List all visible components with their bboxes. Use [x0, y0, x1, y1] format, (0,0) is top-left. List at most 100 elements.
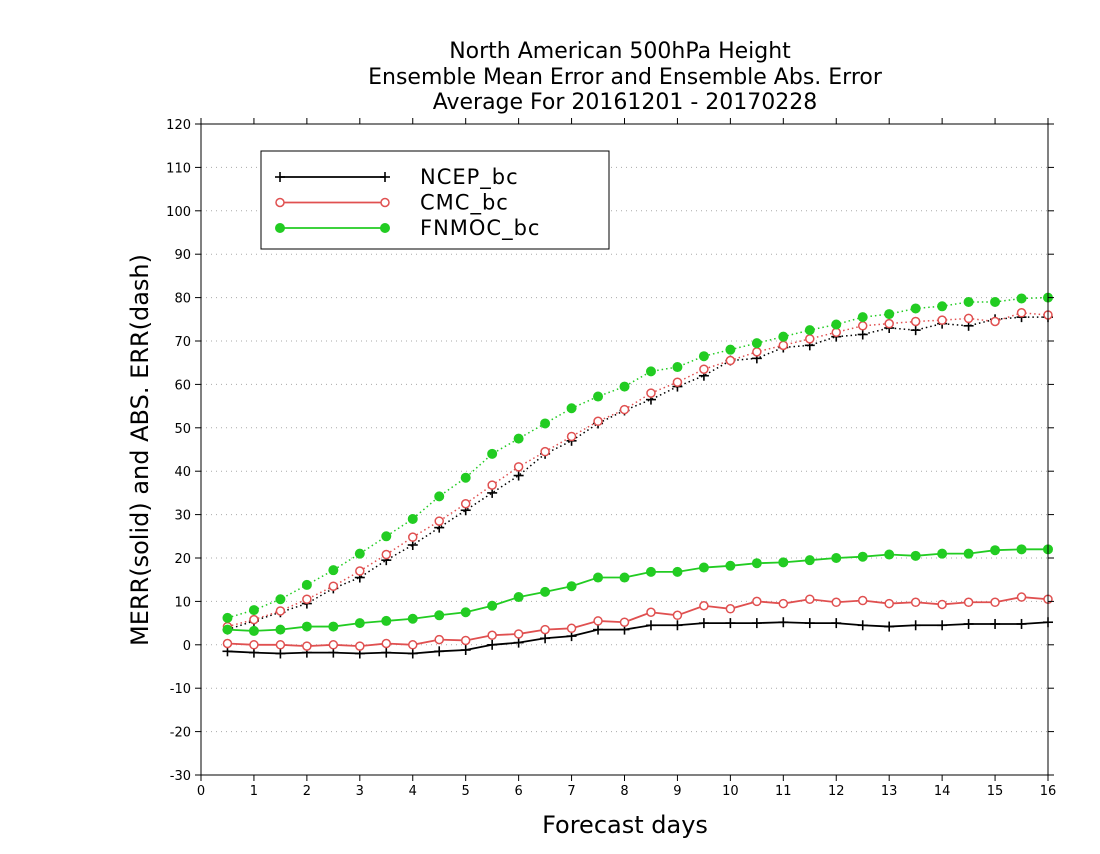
series-line-abs-err — [227, 296, 1049, 619]
data-point-merr — [566, 623, 577, 634]
data-point-merr — [513, 629, 524, 639]
x-tick-label: 5 — [462, 784, 470, 799]
data-point-merr — [1016, 618, 1027, 629]
data-point-abs-err — [354, 548, 365, 559]
data-point-abs-err — [434, 516, 444, 526]
data-point-merr — [990, 618, 1001, 629]
data-point-abs-err — [963, 296, 974, 307]
data-point-merr — [487, 630, 497, 641]
data-point-merr — [328, 621, 339, 632]
data-point-abs-err — [884, 309, 895, 320]
data-point-abs-err — [857, 312, 868, 323]
data-point-merr — [619, 572, 630, 583]
y-tick-label: 0 — [183, 639, 191, 654]
data-point-abs-err — [566, 431, 577, 442]
data-point-merr — [301, 621, 312, 632]
data-point-merr — [1016, 544, 1027, 555]
data-point-merr — [884, 598, 894, 609]
series-line-abs-err — [227, 312, 1049, 628]
data-point-abs-err — [302, 594, 312, 604]
x-tick-label: 11 — [775, 784, 792, 799]
data-point-merr — [672, 566, 683, 577]
data-point-abs-err — [540, 418, 551, 429]
data-point-merr — [805, 594, 815, 604]
data-point-abs-err — [963, 313, 974, 324]
data-point-merr — [884, 549, 895, 560]
data-point-merr — [831, 553, 842, 563]
data-point-abs-err — [725, 344, 736, 355]
data-point-merr — [407, 648, 418, 659]
data-point-merr — [910, 550, 921, 561]
data-point-merr — [698, 562, 709, 573]
data-point-abs-err — [1016, 293, 1027, 304]
data-point-abs-err — [804, 325, 815, 336]
data-point-abs-err — [910, 325, 921, 336]
data-point-abs-err — [407, 513, 418, 524]
data-point-abs-err — [778, 340, 789, 351]
x-tick-label: 0 — [197, 784, 205, 799]
data-point-abs-err — [646, 388, 656, 398]
data-point-abs-err — [619, 404, 630, 415]
data-point-merr — [328, 640, 339, 650]
data-point-merr — [937, 599, 947, 610]
legend-marker — [380, 197, 390, 208]
data-point-merr — [566, 581, 577, 592]
series-fnmoc-bc-merr — [222, 544, 1053, 636]
legend-label: FNMOC_bc — [420, 216, 540, 241]
data-point-merr — [910, 620, 921, 631]
series-line-merr — [227, 548, 1048, 632]
data-point-abs-err — [222, 612, 233, 623]
y-tick-label: 20 — [174, 552, 191, 567]
data-point-abs-err — [593, 391, 604, 402]
data-point-merr — [645, 566, 656, 577]
data-point-merr — [645, 620, 656, 631]
data-point-abs-err — [381, 549, 392, 560]
data-point-merr — [963, 597, 974, 608]
y-tick-label: 70 — [174, 335, 191, 350]
y-tick-label: 40 — [174, 465, 191, 480]
data-point-abs-err — [487, 480, 497, 490]
data-point-merr — [857, 551, 868, 562]
data-point-abs-err — [540, 446, 550, 457]
data-point-abs-err — [990, 296, 1001, 307]
data-point-merr — [354, 618, 365, 629]
data-point-merr — [725, 618, 736, 629]
data-point-abs-err — [593, 416, 603, 427]
data-point-abs-err — [751, 338, 762, 349]
data-point-abs-err — [1016, 308, 1027, 318]
data-point-merr — [646, 607, 656, 617]
data-point-merr — [513, 592, 524, 603]
series-fnmoc-bc-abs-err — [222, 292, 1053, 623]
x-tick-label: 4 — [409, 784, 417, 799]
y-tick-label: -20 — [170, 726, 191, 741]
data-point-abs-err — [725, 355, 736, 366]
data-point-merr — [884, 621, 895, 632]
data-point-merr — [540, 633, 551, 644]
data-point-abs-err — [805, 334, 815, 344]
legend-label: CMC_bc — [420, 191, 509, 216]
legend-marker — [275, 223, 285, 233]
plot-series — [222, 292, 1053, 659]
chart-title-line-2: Ensemble Mean Error and Ensemble Abs. Er… — [368, 65, 883, 90]
data-point-merr — [593, 572, 604, 583]
data-point-merr — [963, 548, 974, 559]
x-tick-label: 13 — [881, 784, 898, 799]
data-point-merr — [460, 635, 471, 646]
x-tick-label: 15 — [987, 784, 1004, 799]
grid-lines — [201, 166, 1048, 733]
y-tick-label: 10 — [174, 595, 191, 610]
data-point-merr — [725, 604, 736, 614]
series-line-abs-err — [227, 316, 1048, 631]
x-tick-label: 1 — [250, 784, 258, 799]
legend-item: FNMOC_bc — [275, 216, 540, 241]
data-point-abs-err — [910, 316, 921, 327]
y-tick-label: 50 — [174, 422, 191, 437]
data-point-merr — [804, 555, 815, 566]
data-point-merr — [540, 586, 551, 597]
data-point-merr — [593, 616, 603, 626]
x-tick-label: 12 — [828, 784, 845, 799]
data-point-abs-err — [328, 565, 339, 576]
